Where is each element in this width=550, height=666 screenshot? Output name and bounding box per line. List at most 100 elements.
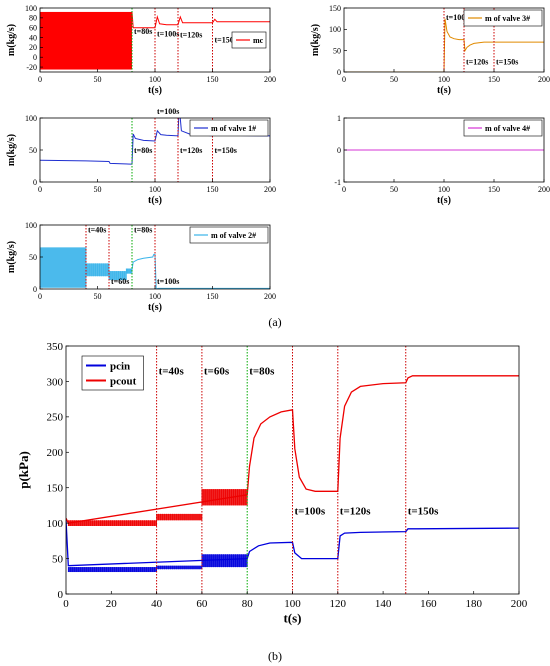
marker-label-pressure-2: t=80s [249,365,275,377]
marker-label-valve3-2: t=150s [496,57,518,66]
ytick-label-valve1-1: 50 [29,146,37,155]
xtick-label-valve2-1: 50 [94,292,102,301]
xtick-label-pressure-2: 40 [151,598,163,610]
ytick-label-mc-5: 80 [29,14,37,23]
ytick-label-valve1-0: 0 [33,178,37,187]
marker-label-valve1-2: t=120s [180,146,202,155]
ytick-label-valve3-3: 150 [329,4,341,13]
legend-label-pressure-0: pcin [110,360,130,372]
series-pressure-0-line [66,519,519,567]
xtick-label-valve4-4: 200 [538,185,550,194]
series-pressure-1-band-1 [156,513,202,521]
marker-label-valve2-2: t=80s [134,226,152,235]
caption-a: (a) [268,315,281,329]
ytick-label-valve3-1: 50 [333,46,341,55]
ytick-label-valve3-0: 0 [337,68,341,77]
series-mc-0-oscillation [40,11,132,70]
ylabel-pressure: p(kPa) [16,451,31,489]
xtick-label-valve1-2: 100 [149,185,161,194]
marker-label-valve1-1: t=100s [157,107,179,116]
marker-label-pressure-0: t=40s [159,365,185,377]
legend-box-valve3 [463,9,543,27]
ytick-label-valve4-0: -1 [334,178,341,187]
ytick-label-valve1-2: 100 [25,114,37,123]
legend-pressure: pcin pcout [81,355,144,391]
xtick-label-valve1-3: 150 [207,185,219,194]
marker-label-valve2-1: t=60s [111,277,129,286]
marker-label-pressure-1: t=60s [204,365,230,377]
caption-b: (b) [268,649,282,663]
series-valve2-0-band-0 [40,247,86,288]
xtick-label-valve3-2: 100 [438,75,450,84]
xtick-label-mc-4: 200 [264,75,276,84]
ytick-label-pressure-1: 50 [52,553,64,565]
xtick-label-pressure-5: 100 [284,598,301,610]
marker-label-valve1-3: t=150s [215,146,237,155]
marker-label-valve3-0: t=100s [446,13,468,22]
legend-label-valve3-0: m of valve 3# [485,14,530,23]
chart-pressure: t=40s t=60s t=80s t=100s t=120s t=150s 0 20 40 60… [16,341,528,626]
xtick-label-pressure-1: 20 [106,598,118,610]
ytick-label-valve2-0: 0 [33,285,37,294]
chart-valve1: t=80s t=100s t=120s t=150s 0 50 100 150 200 0 50 10… [6,107,276,206]
series-valve2-0-band-2 [109,271,127,281]
xtick-label-valve1-0: 0 [38,185,42,194]
xtick-label-valve4-0: 0 [342,185,346,194]
chart-valve3: t=100s t=120s t=150s 0 50 100 150 200 0 50 100 150 t… [310,4,550,96]
series-valve2-0-band-stripes-2 [108,271,127,280]
ytick-label-pressure-5: 250 [47,412,64,424]
ytick-label-valve2-2: 100 [25,221,37,230]
xtick-label-mc-1: 50 [94,75,102,84]
ytick-label-pressure-6: 300 [47,376,64,388]
series-pressure-0-band-2 [201,554,248,568]
ytick-label-mc-0: -20 [26,63,37,72]
marker-label-pressure-5: t=150s [408,506,439,518]
ytick-label-pressure-7: 350 [47,341,64,353]
xtick-label-pressure-4: 80 [242,598,254,610]
ytick-label-pressure-2: 100 [47,518,64,530]
plot-area-valve2 [40,247,270,289]
series-valve2-0-band-stripes-0 [40,247,87,288]
xtick-label-valve2-4: 200 [264,292,276,301]
xlabel-pressure: t(s) [283,611,301,626]
marker-label-mc-2: t=120s [180,31,202,40]
plot-area-pressure [66,375,519,573]
xlabel-valve2: t(s) [148,302,162,313]
legend-box-valve1 [189,119,269,137]
ytick-label-mc-4: 60 [29,23,37,32]
marker-label-valve2-3: t=100s [157,277,179,286]
legend-valve2: m of valve 2# [189,226,269,244]
ytick-label-valve3-2: 100 [329,25,341,34]
series-pressure-0-band-stripes-1 [156,565,203,570]
legend-mc: mc [231,31,267,49]
ylabel-valve2: m(kg/s) [6,241,17,273]
ytick-label-mc-6: 100 [25,4,37,13]
ytick-label-pressure-3: 150 [47,483,64,495]
xtick-label-pressure-10: 200 [511,598,528,610]
ylabel-valve1: m(kg/s) [6,134,17,166]
xtick-label-valve4-3: 150 [488,185,500,194]
legend-valve1: m of valve 1# [189,119,269,137]
xtick-label-mc-2: 100 [149,75,161,84]
marker-label-mc-0: t=80s [134,27,152,36]
xlabel-valve3: t(s) [437,85,451,96]
xtick-label-valve3-1: 50 [390,75,398,84]
series-valve2-0-band-stripes-1 [85,263,110,277]
marker-label-mc-1: t=100s [157,30,179,39]
legend-label-mc-0: mc [253,36,264,45]
ytick-label-mc-1: 0 [33,53,37,62]
legend-label-valve2-0: m of valve 2# [211,231,256,240]
xtick-label-valve2-2: 100 [149,292,161,301]
xtick-label-valve2-0: 0 [38,292,42,301]
marker-label-pressure-4: t=120s [340,506,371,518]
xtick-label-pressure-0: 0 [63,598,69,610]
xtick-label-pressure-9: 180 [465,598,482,610]
legend-label-pressure-1: pcout [110,375,137,387]
ylabel-mc: m(kg/s) [6,24,17,56]
xtick-label-pressure-7: 140 [375,598,392,610]
xtick-label-valve3-0: 0 [342,75,346,84]
